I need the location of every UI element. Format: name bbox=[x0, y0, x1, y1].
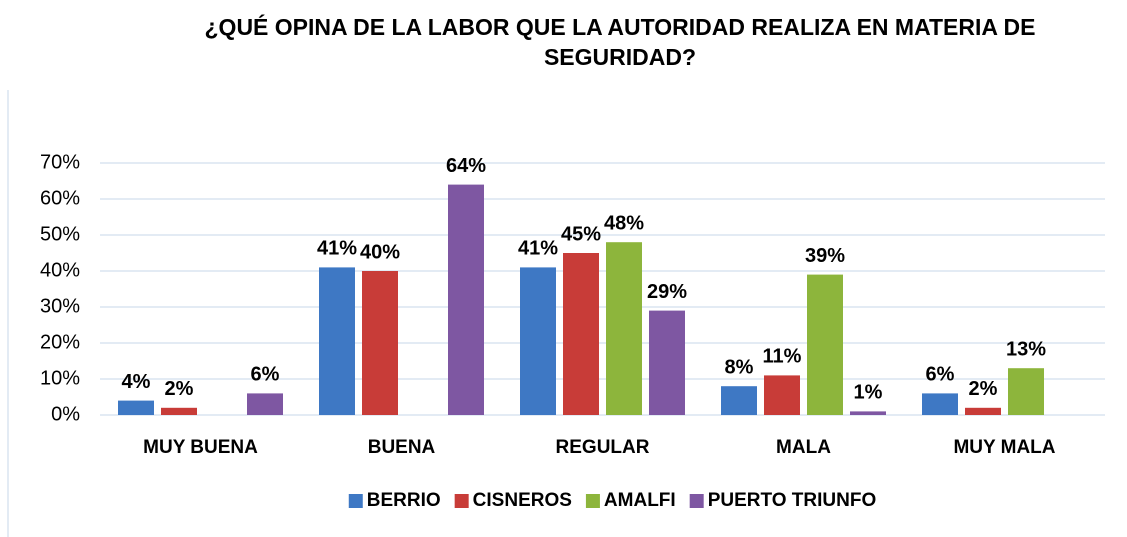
data-label: 41% bbox=[518, 238, 558, 260]
legend-label: BERRIO bbox=[367, 490, 441, 511]
y-tick-label: 10% bbox=[40, 367, 80, 389]
legend-swatch bbox=[348, 494, 363, 508]
data-label: 6% bbox=[926, 364, 955, 386]
x-tick-label: BUENA bbox=[368, 437, 436, 458]
y-tick-label: 40% bbox=[40, 259, 80, 281]
data-label: 39% bbox=[805, 245, 845, 267]
bar bbox=[520, 267, 556, 415]
x-tick-label: MUY BUENA bbox=[143, 437, 258, 458]
legend-label: PUERTO TRIUNFO bbox=[708, 490, 877, 511]
y-tick-label: 20% bbox=[40, 331, 80, 353]
bar bbox=[965, 407, 1001, 415]
x-tick-label: MUY MALA bbox=[953, 437, 1055, 458]
bar bbox=[161, 407, 197, 415]
y-tick-label: 30% bbox=[40, 295, 80, 317]
legend-label: AMALFI bbox=[604, 490, 676, 511]
data-label: 11% bbox=[763, 346, 802, 368]
data-label: 2% bbox=[165, 378, 194, 400]
bar bbox=[922, 393, 958, 415]
data-label: 13% bbox=[1006, 338, 1046, 360]
bar bbox=[721, 386, 757, 415]
bar bbox=[850, 411, 886, 415]
data-label: 6% bbox=[251, 364, 280, 386]
data-label: 1% bbox=[854, 382, 883, 404]
data-label: 40% bbox=[360, 241, 400, 263]
bar bbox=[563, 253, 599, 415]
legend-label: CISNEROS bbox=[473, 490, 572, 511]
data-label: 8% bbox=[725, 356, 754, 378]
legend-swatch bbox=[454, 494, 469, 508]
y-tick-label: 60% bbox=[40, 187, 80, 209]
data-label: 64% bbox=[446, 155, 486, 177]
data-label: 29% bbox=[647, 281, 687, 303]
data-label: 41% bbox=[317, 238, 357, 260]
y-tick-label: 70% bbox=[40, 151, 80, 173]
bar bbox=[649, 310, 685, 415]
legend-swatch bbox=[689, 494, 704, 508]
x-tick-label: MALA bbox=[776, 437, 831, 458]
bar bbox=[247, 393, 283, 415]
y-tick-label: 0% bbox=[51, 403, 80, 425]
data-label: 48% bbox=[604, 212, 644, 234]
bar bbox=[448, 184, 484, 415]
bar bbox=[118, 400, 154, 415]
legend-swatch bbox=[585, 494, 600, 508]
data-label: 4% bbox=[122, 371, 151, 393]
chart-title: ¿QUÉ OPINA DE LA LABOR QUE LA AUTORIDAD … bbox=[204, 14, 1036, 70]
data-label: 2% bbox=[969, 378, 998, 400]
y-tick-label: 50% bbox=[40, 223, 80, 245]
bar bbox=[764, 375, 800, 415]
bar bbox=[606, 242, 642, 415]
bar bbox=[807, 274, 843, 415]
data-label: 45% bbox=[561, 223, 601, 245]
bar bbox=[1008, 368, 1044, 415]
bar bbox=[362, 271, 398, 415]
bar bbox=[319, 267, 355, 415]
x-tick-label: REGULAR bbox=[556, 437, 650, 458]
